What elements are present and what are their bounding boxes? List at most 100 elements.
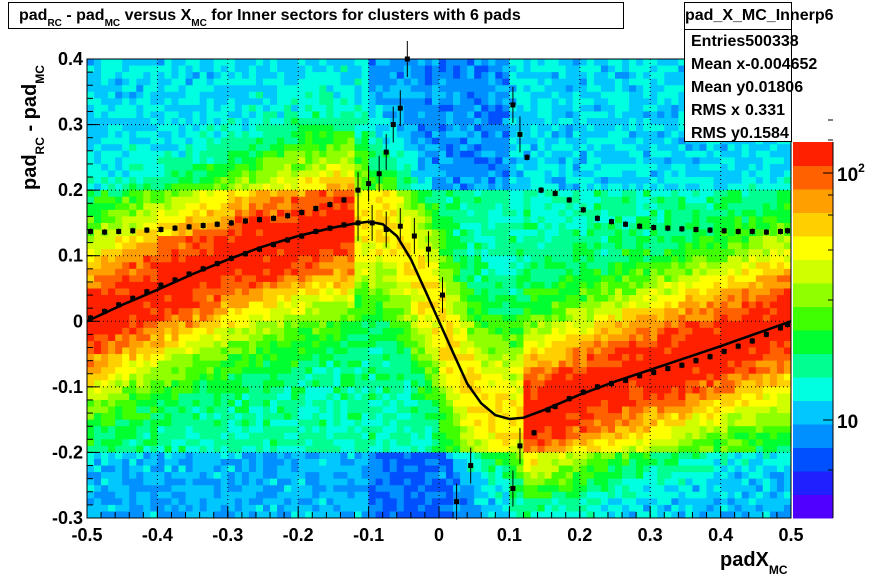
heatmap-cell (108, 85, 116, 93)
heatmap-cell (206, 314, 215, 322)
heatmap-cell (319, 504, 327, 512)
heatmap-cell (129, 334, 137, 342)
heatmap-cell (270, 157, 278, 165)
heatmap-cell (453, 203, 461, 211)
heatmap-cell (199, 196, 208, 204)
heatmap-cell (87, 413, 95, 421)
heatmap-cell (481, 242, 489, 250)
heatmap-cell (368, 118, 377, 125)
heatmap-cell (558, 262, 567, 270)
heatmap-cell (340, 367, 348, 375)
heatmap-cell (206, 144, 215, 152)
heatmap-cell (361, 104, 369, 112)
heatmap-cell (129, 432, 137, 440)
heatmap-cell (136, 59, 144, 66)
heatmap-cell (319, 203, 327, 211)
heatmap-cell (530, 327, 538, 335)
heatmap-cell (319, 432, 327, 440)
heatmap-cell (368, 131, 377, 139)
heatmap-cell (178, 150, 186, 158)
heatmap-cell (178, 190, 186, 198)
heatmap-cell (206, 472, 215, 480)
heatmap-cell (234, 485, 243, 493)
heatmap-cell (101, 380, 109, 388)
heatmap-cell (396, 399, 405, 407)
heatmap-cell (312, 170, 320, 178)
heatmap-cell (115, 85, 123, 93)
heatmap-cell (234, 255, 243, 263)
heatmap-cell (558, 354, 567, 362)
heatmap-cell (263, 249, 271, 257)
heatmap-cell (467, 236, 475, 243)
heatmap-cell (171, 491, 179, 499)
heatmap-cell (347, 209, 355, 217)
heatmap-cell (474, 485, 482, 493)
heatmap-cell (460, 157, 468, 165)
heatmap-cell (488, 314, 496, 322)
heatmap-cell (171, 498, 179, 506)
heatmap-cell (551, 295, 560, 303)
heatmap-cell (171, 472, 179, 480)
heatmap-cell (157, 301, 165, 309)
heatmap-cell (368, 452, 377, 460)
heatmap-cell (255, 334, 264, 342)
heatmap-cell (312, 498, 320, 506)
heatmap-cell (150, 275, 158, 283)
heatmap-cell (396, 295, 405, 303)
heatmap-cell (403, 485, 412, 493)
heatmap-cell (340, 91, 348, 99)
heatmap-cell (579, 478, 588, 486)
heatmap-cell (565, 144, 574, 152)
heatmap-cell (143, 104, 151, 112)
heatmap-cell (241, 498, 250, 506)
heatmap-cell (446, 419, 454, 427)
heatmap-cell (375, 419, 384, 427)
heatmap-cell (502, 255, 510, 263)
heatmap-cell (157, 249, 165, 257)
heatmap-cell (530, 419, 538, 427)
heatmap-cell (579, 59, 588, 66)
heatmap-cell (164, 301, 172, 309)
heatmap-cell (277, 478, 285, 486)
heatmap-cell (586, 170, 595, 178)
heatmap-cell (516, 249, 524, 257)
heatmap-cell (101, 347, 109, 355)
heatmap-cell (227, 236, 236, 243)
heatmap-cell (298, 177, 306, 184)
heatmap-cell (424, 511, 433, 519)
heatmap-cell (143, 465, 151, 473)
heatmap-cell (101, 406, 109, 414)
heatmap-cell (115, 216, 123, 224)
heatmap-cell (248, 124, 257, 132)
heatmap-cell (488, 157, 496, 165)
heatmap-cell (192, 491, 201, 499)
heatmap-cell (537, 170, 545, 178)
heatmap-cell (523, 177, 531, 184)
heatmap-cell (143, 360, 151, 368)
heatmap-cell (403, 472, 412, 480)
heatmap-cell (516, 498, 524, 506)
heatmap-cell (108, 203, 116, 211)
heatmap-cell (150, 354, 158, 362)
heatmap-cell (213, 91, 222, 99)
heatmap-cell (558, 439, 567, 447)
heatmap-cell (424, 393, 433, 401)
heatmap-cell (234, 340, 243, 348)
heatmap-cell (319, 229, 327, 237)
heatmap-cell (509, 72, 517, 80)
heatmap-cell (94, 236, 102, 243)
heatmap-cell (523, 354, 531, 362)
heatmap-cell (277, 104, 285, 112)
heatmap-cell (277, 65, 285, 73)
heatmap-cell (361, 386, 369, 394)
heatmap-cell (305, 163, 313, 171)
heatmap-cell (565, 118, 574, 125)
heatmap-cell (572, 301, 581, 309)
heatmap-cell (509, 314, 517, 322)
heatmap-cell (305, 118, 313, 125)
heatmap-cell (453, 242, 461, 250)
heatmap-cell (305, 144, 313, 152)
heatmap-cell (108, 498, 116, 506)
heatmap-cell (284, 445, 292, 453)
heatmap-cell (94, 354, 102, 362)
